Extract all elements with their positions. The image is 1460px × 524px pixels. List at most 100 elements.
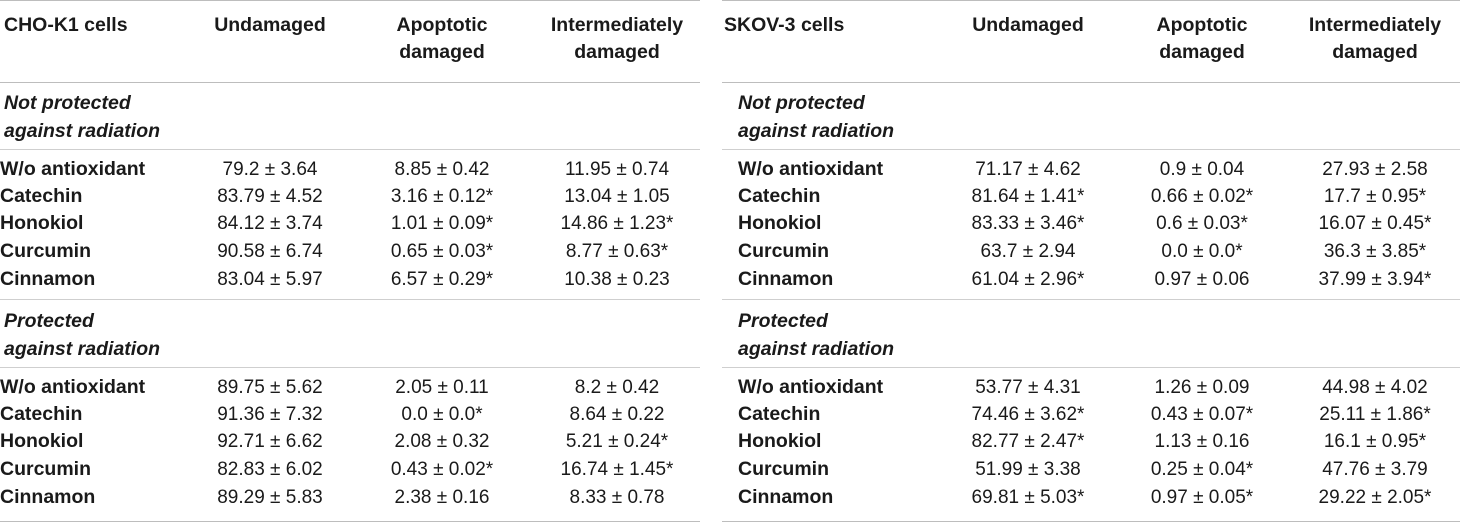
table-row: Cinnamon 89.29 ± 5.83 2.38 ± 0.16 8.33 ±… [0, 484, 700, 511]
section-label-line1: Not protected [738, 92, 865, 114]
row-label: W/o antioxidant [738, 158, 884, 180]
table-row: Catechin 83.79 ± 4.52 3.16 ± 0.12* 13.04… [0, 183, 700, 210]
cell-undamaged: 53.77 ± 4.31 [975, 377, 1081, 398]
section-rule [0, 299, 700, 300]
section-rule [722, 149, 1460, 150]
row-label: Cinnamon [738, 486, 834, 508]
cell-apoptotic: 0.25 ± 0.04* [1150, 459, 1254, 480]
column-header-intermediate: Intermediately damaged [550, 14, 684, 63]
cell-undamaged: 89.75 ± 5.62 [217, 377, 323, 398]
section-rule [0, 367, 700, 368]
cell-undamaged: 74.46 ± 3.62* [971, 404, 1085, 425]
cell-intermediate: 8.33 ± 0.78 [569, 487, 665, 508]
cell-undamaged: 89.29 ± 5.83 [217, 487, 323, 508]
row-label: W/o antioxidant [738, 376, 884, 398]
cell-intermediate: 44.98 ± 4.02 [1322, 377, 1428, 398]
cell-apoptotic: 1.01 ± 0.09* [390, 213, 494, 234]
cell-undamaged: 90.58 ± 6.74 [217, 241, 323, 262]
column-header-undamaged: Undamaged [972, 14, 1084, 36]
section-label-line2: against radiation [738, 338, 895, 360]
cell-apoptotic: 0.0 ± 0.0* [1161, 241, 1243, 262]
cell-intermediate: 36.3 ± 3.85* [1323, 241, 1427, 262]
cell-intermediate: 5.21 ± 0.24* [565, 431, 669, 452]
cell-undamaged: 51.99 ± 3.38 [975, 459, 1081, 480]
table-row: Curcumin 90.58 ± 6.74 0.65 ± 0.03* 8.77 … [0, 238, 700, 265]
section-rule [722, 299, 1460, 300]
cell-intermediate: 27.93 ± 2.58 [1322, 159, 1428, 180]
table-row: Honokiol 92.71 ± 6.62 2.08 ± 0.32 5.21 ±… [0, 428, 700, 455]
cell-apoptotic: 2.38 ± 0.16 [394, 487, 490, 508]
cell-apoptotic: 0.43 ± 0.07* [1150, 404, 1254, 425]
row-label: W/o antioxidant [0, 158, 146, 180]
table-title: CHO-K1 cells [4, 14, 128, 36]
section-label-line2: against radiation [738, 120, 895, 142]
header-rule [722, 82, 1460, 83]
cell-intermediate: 17.7 ± 0.95* [1323, 186, 1427, 207]
table-row: Catechin 74.46 ± 3.62* 0.43 ± 0.07* 25.1… [722, 401, 1460, 428]
cell-undamaged: 92.71 ± 6.62 [217, 431, 323, 452]
cell-intermediate: 47.76 ± 3.79 [1322, 459, 1428, 480]
table-row: Curcumin 51.99 ± 3.38 0.25 ± 0.04* 47.76… [722, 456, 1460, 483]
cell-apoptotic: 0.97 ± 0.05* [1150, 487, 1254, 508]
cell-apoptotic: 0.66 ± 0.02* [1150, 186, 1254, 207]
cell-undamaged: 63.7 ± 2.94 [980, 241, 1076, 262]
cell-intermediate: 8.2 ± 0.42 [574, 377, 660, 398]
cell-apoptotic: 2.05 ± 0.11 [395, 377, 489, 398]
row-label: Curcumin [738, 240, 830, 262]
table-row: Catechin 91.36 ± 7.32 0.0 ± 0.0* 8.64 ± … [0, 401, 700, 428]
cell-undamaged: 61.04 ± 2.96* [971, 269, 1085, 290]
cell-apoptotic: 0.0 ± 0.0* [401, 404, 483, 425]
row-label: Cinnamon [0, 268, 96, 290]
cell-apoptotic: 3.16 ± 0.12* [390, 186, 494, 207]
row-label: Honokiol [0, 212, 84, 234]
cell-intermediate: 10.38 ± 0.23 [564, 269, 670, 290]
section-label-line1: Protected [4, 310, 94, 332]
cell-apoptotic: 0.97 ± 0.06 [1154, 269, 1250, 290]
table-row: Curcumin 82.83 ± 6.02 0.43 ± 0.02* 16.74… [0, 456, 700, 483]
column-header-undamaged: Undamaged [214, 14, 326, 36]
cell-undamaged: 82.83 ± 6.02 [217, 459, 323, 480]
row-label: Honokiol [0, 430, 84, 452]
cell-undamaged: 91.36 ± 7.32 [217, 404, 323, 425]
row-label: Cinnamon [738, 268, 834, 290]
section-label-line2: against radiation [4, 338, 161, 360]
top-rule [0, 0, 700, 1]
cell-apoptotic: 8.85 ± 0.42 [394, 159, 490, 180]
cell-intermediate: 29.22 ± 2.05* [1318, 487, 1432, 508]
cell-intermediate: 11.95 ± 0.74 [564, 159, 670, 180]
section-label-line1: Protected [738, 310, 828, 332]
cell-intermediate: 8.77 ± 0.63* [565, 241, 669, 262]
cell-undamaged: 83.04 ± 5.97 [217, 269, 323, 290]
cell-undamaged: 84.12 ± 3.74 [217, 213, 323, 234]
row-label: Honokiol [738, 212, 822, 234]
table-row: Cinnamon 61.04 ± 2.96* 0.97 ± 0.06 37.99… [722, 266, 1460, 293]
row-label: Catechin [0, 185, 83, 207]
cell-apoptotic: 0.43 ± 0.02* [390, 459, 494, 480]
cell-intermediate: 16.74 ± 1.45* [560, 459, 674, 480]
table-row: W/o antioxidant 89.75 ± 5.62 2.05 ± 0.11… [0, 374, 700, 401]
cell-intermediate: 25.11 ± 1.86* [1319, 404, 1431, 425]
table-row: Honokiol 83.33 ± 3.46* 0.6 ± 0.03* 16.07… [722, 210, 1460, 237]
cell-apoptotic: 2.08 ± 0.32 [394, 431, 490, 452]
row-label: Catechin [0, 403, 83, 425]
cho-k1-table: CHO-K1 cells Undamaged Apoptotic damaged… [0, 0, 700, 524]
section-rule [722, 367, 1460, 368]
row-label: Curcumin [738, 458, 830, 480]
cell-undamaged: 81.64 ± 1.41* [971, 186, 1085, 207]
row-label: Cinnamon [0, 486, 96, 508]
table-row: Catechin 81.64 ± 1.41* 0.66 ± 0.02* 17.7… [722, 183, 1460, 210]
column-header-intermediate: Intermediately damaged [1308, 14, 1442, 63]
cell-intermediate: 14.86 ± 1.23* [560, 213, 674, 234]
cell-intermediate: 16.1 ± 0.95* [1323, 431, 1427, 452]
cell-intermediate: 8.64 ± 0.22 [569, 404, 665, 425]
cell-undamaged: 82.77 ± 2.47* [971, 431, 1085, 452]
table-row: W/o antioxidant 79.2 ± 3.64 8.85 ± 0.42 … [0, 156, 700, 183]
cell-apoptotic: 0.65 ± 0.03* [390, 241, 494, 262]
cell-intermediate: 13.04 ± 1.05 [564, 186, 670, 207]
row-label: Honokiol [738, 430, 822, 452]
cell-undamaged: 83.79 ± 4.52 [217, 186, 323, 207]
table-row: Cinnamon 69.81 ± 5.03* 0.97 ± 0.05* 29.2… [722, 484, 1460, 511]
header-rule [0, 82, 700, 83]
row-label: Curcumin [0, 240, 92, 262]
